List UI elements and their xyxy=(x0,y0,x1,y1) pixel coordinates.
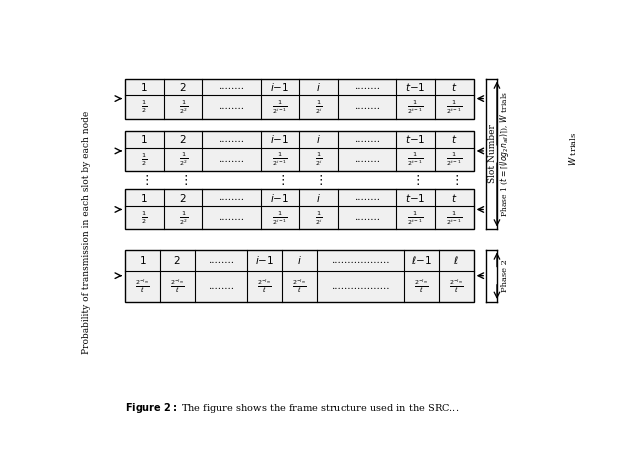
Text: $W$ trials: $W$ trials xyxy=(566,132,578,166)
Text: ........: ........ xyxy=(218,83,244,92)
Text: $1$: $1$ xyxy=(141,81,148,93)
Text: $i{-}1$: $i{-}1$ xyxy=(255,255,274,266)
Text: Slot Number: Slot Number xyxy=(488,124,497,183)
Text: ........: ........ xyxy=(208,282,234,291)
Text: $i{-}1$: $i{-}1$ xyxy=(270,192,289,204)
Text: $\frac{1}{2^{i-1}}$: $\frac{1}{2^{i-1}}$ xyxy=(272,98,288,116)
Text: $1$: $1$ xyxy=(141,192,148,204)
Text: $t{-}1$: $t{-}1$ xyxy=(405,81,426,93)
Text: $i$: $i$ xyxy=(316,133,321,145)
Text: $i{-}1$: $i{-}1$ xyxy=(270,81,289,93)
Text: $\frac{1}{2^2}$: $\frac{1}{2^2}$ xyxy=(179,151,188,168)
Text: ..................: .................. xyxy=(331,282,390,291)
Text: $\frac{1}{2^2}$: $\frac{1}{2^2}$ xyxy=(179,98,188,116)
Text: $2$: $2$ xyxy=(179,192,187,204)
Text: $\vdots$: $\vdots$ xyxy=(450,173,459,187)
Text: $\mathbf{Figure\ 2:}$ The figure shows the frame structure used in the SRC...: $\mathbf{Figure\ 2:}$ The figure shows t… xyxy=(125,401,460,415)
Text: ........: ........ xyxy=(218,193,244,202)
Bar xyxy=(125,249,474,302)
Text: $\frac{2^{-I_m}}{\ell}$: $\frac{2^{-I_m}}{\ell}$ xyxy=(292,278,307,295)
Text: $\frac{1}{2^{t-1}}$: $\frac{1}{2^{t-1}}$ xyxy=(446,209,463,227)
Text: $\ell{-}1$: $\ell{-}1$ xyxy=(411,255,432,266)
Text: ........: ........ xyxy=(218,103,244,112)
Bar xyxy=(125,190,474,229)
Text: $\frac{1}{2^i}$: $\frac{1}{2^i}$ xyxy=(315,209,323,227)
Text: ........: ........ xyxy=(354,135,380,144)
Text: $\frac{1}{2^{t-1}}$: $\frac{1}{2^{t-1}}$ xyxy=(446,98,463,116)
Text: $\ell$: $\ell$ xyxy=(453,255,459,266)
Bar xyxy=(125,78,474,119)
Text: ........: ........ xyxy=(208,256,234,265)
Text: $\frac{2^{-I_m}}{\ell}$: $\frac{2^{-I_m}}{\ell}$ xyxy=(449,278,463,295)
Text: $t{-}1$: $t{-}1$ xyxy=(405,133,426,145)
Text: ........: ........ xyxy=(354,213,380,222)
Text: $\vdots$: $\vdots$ xyxy=(140,173,148,187)
Text: $t$: $t$ xyxy=(451,81,458,93)
Text: $i$: $i$ xyxy=(316,81,321,93)
Bar xyxy=(125,131,474,171)
Text: $t$: $t$ xyxy=(451,192,458,204)
Text: $i{-}1$: $i{-}1$ xyxy=(270,133,289,145)
Text: $\frac{1}{2^{i-1}}$: $\frac{1}{2^{i-1}}$ xyxy=(272,209,288,227)
Text: $\frac{1}{2^{t-1}}$: $\frac{1}{2^{t-1}}$ xyxy=(408,151,424,168)
Text: $\frac{2^{-I_m}}{\ell}$: $\frac{2^{-I_m}}{\ell}$ xyxy=(170,278,184,295)
Text: $i$: $i$ xyxy=(316,192,321,204)
Text: $2$: $2$ xyxy=(179,133,187,145)
Text: $\frac{1}{2^2}$: $\frac{1}{2^2}$ xyxy=(179,209,188,227)
Text: $t{-}1$: $t{-}1$ xyxy=(405,192,426,204)
Text: ..................: .................. xyxy=(331,256,390,265)
Text: ........: ........ xyxy=(218,213,244,222)
Text: $\frac{1}{2^{i-1}}$: $\frac{1}{2^{i-1}}$ xyxy=(272,151,288,168)
Text: ........: ........ xyxy=(354,83,380,92)
Text: $\frac{2^{-I_m}}{\ell}$: $\frac{2^{-I_m}}{\ell}$ xyxy=(135,278,150,295)
Text: $t$: $t$ xyxy=(451,133,458,145)
Text: $\frac{1}{2^{t-1}}$: $\frac{1}{2^{t-1}}$ xyxy=(408,209,424,227)
Text: ........: ........ xyxy=(218,155,244,164)
Text: $1$: $1$ xyxy=(141,133,148,145)
Text: $\frac{1}{2}$: $\frac{1}{2}$ xyxy=(141,209,147,226)
Text: $i$: $i$ xyxy=(297,255,301,266)
Text: $\vdots$: $\vdots$ xyxy=(314,173,323,187)
Text: $1$: $1$ xyxy=(138,255,146,266)
Text: $2$: $2$ xyxy=(173,255,181,266)
Text: Phase 1 ($t = \lceil (log_2 n_{all}) \rceil$), $W$ trials: Phase 1 ($t = \lceil (log_2 n_{all}) \rc… xyxy=(498,91,511,217)
Text: ........: ........ xyxy=(218,135,244,144)
Text: $\frac{1}{2}$: $\frac{1}{2}$ xyxy=(141,151,147,168)
Text: $2$: $2$ xyxy=(179,81,187,93)
Text: ........: ........ xyxy=(354,193,380,202)
Text: ........: ........ xyxy=(354,103,380,112)
Text: $\vdots$: $\vdots$ xyxy=(411,173,420,187)
Text: Probability of transmission in each slot by each node: Probability of transmission in each slot… xyxy=(83,111,92,354)
Text: $\frac{2^{-I_m}}{\ell}$: $\frac{2^{-I_m}}{\ell}$ xyxy=(414,278,429,295)
Text: $\vdots$: $\vdots$ xyxy=(275,173,284,187)
Text: $\frac{2^{-I_m}}{\ell}$: $\frac{2^{-I_m}}{\ell}$ xyxy=(257,278,271,295)
Text: $\frac{1}{2^{t-1}}$: $\frac{1}{2^{t-1}}$ xyxy=(446,151,463,168)
Text: $\frac{1}{2^{t-1}}$: $\frac{1}{2^{t-1}}$ xyxy=(408,98,424,116)
Text: ........: ........ xyxy=(354,155,380,164)
Text: Phase 2: Phase 2 xyxy=(500,259,509,292)
Text: $\frac{1}{2^i}$: $\frac{1}{2^i}$ xyxy=(315,151,323,168)
Text: $\vdots$: $\vdots$ xyxy=(179,173,188,187)
Text: $\frac{1}{2^i}$: $\frac{1}{2^i}$ xyxy=(315,98,323,116)
Text: $\frac{1}{2}$: $\frac{1}{2}$ xyxy=(141,99,147,115)
